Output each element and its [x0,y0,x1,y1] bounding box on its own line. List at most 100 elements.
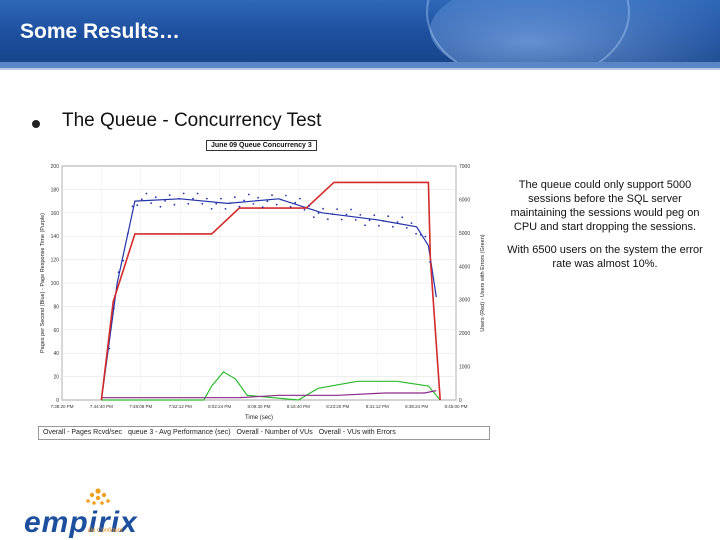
header-underbar-light [0,68,720,70]
pages-point [294,201,297,204]
slide-title: Some Results… [20,20,180,43]
x-tick: 7:38:20 PM [50,404,73,409]
pages-point [117,271,120,274]
pages-point [154,196,157,199]
y-right-tick: 3000 [459,298,470,304]
y-left-tick: 60 [53,328,59,334]
series-pages [100,198,437,401]
pages-point [233,196,236,199]
pages-point [415,232,417,235]
pages-point [387,215,390,218]
pages-point [178,197,180,200]
pages-point [257,196,259,199]
pages-point [410,222,413,224]
grid [61,165,457,401]
pages-point [136,204,139,207]
pages-point [382,220,385,222]
y-left-tick: 0 [56,398,59,404]
y-left-ticks: 0 20 40 60 80 100 120 140 160 180 200 [51,164,60,404]
pages-point [266,200,269,203]
y-left-label: Pages per Second (Blue) - Page Response … [40,213,46,353]
header-underbar [0,62,720,68]
pages-point [275,203,278,206]
y-right-tick: 1000 [459,365,470,371]
x-tick: 7:52:12 PM [169,404,192,409]
pages-point [424,235,427,238]
chart-legend: Overall - Pages Rcvd/sec queue 3 - Avg P… [38,426,490,440]
pages-point [182,192,185,195]
pages-point [299,197,301,200]
header-decoration-ring [426,0,630,62]
legend-users: Overall - Number of VUs [236,429,313,436]
y-right-tick: 4000 [459,264,470,270]
pages-point [168,194,171,196]
pages-point [238,205,241,208]
x-tick: 8:38:24 PM [405,404,428,409]
pages-point [210,208,213,210]
y-right-tick: 6000 [459,197,470,203]
pages-point [215,202,218,205]
note-sessions: The queue could only support 5000 sessio… [510,179,700,233]
pages-point [364,224,366,227]
y-left-tick: 120 [51,258,60,264]
x-tick: 7:48:08 PM [129,404,152,409]
chart-svg: 0 20 40 60 80 100 120 140 160 180 200 0 1000 2000 300… [40,164,486,421]
pages-point [303,209,306,211]
y-left-tick: 200 [51,164,60,170]
y-right-tick: 7000 [459,164,470,170]
pages-point [164,200,166,202]
y-left-tick: 80 [53,304,59,310]
series [100,181,441,401]
pages-point [108,347,111,350]
logo-tagline: Be Confident [88,528,123,534]
pages-point [261,206,264,209]
pages-point [289,205,292,208]
logo-dots-icon [86,488,110,505]
pages-point [243,199,246,202]
pages-point [405,227,408,229]
y-right-tick: 5000 [459,231,470,237]
y-left-tick: 180 [51,187,60,193]
bullet-icon [32,120,40,128]
x-axis-label: Time (sec) [245,415,273,421]
y-left-tick: 40 [53,351,59,357]
pages-point [336,208,338,210]
pages-point [350,208,352,211]
pages-point [131,205,134,208]
y-right-ticks: 0 1000 2000 3000 4000 5000 6000 7000 [459,164,470,404]
bullet-text: The Queue - Concurrency Test [62,110,322,131]
notes-panel: The queue could only support 5000 sessio… [505,178,705,280]
x-tick: 8:02:24 PM [208,404,231,409]
pages-point [392,225,394,228]
pages-point [145,192,148,195]
pages-point [187,202,190,205]
pages-point [220,197,222,200]
pages-point [401,216,404,219]
pages-point [201,202,204,205]
pages-point [326,218,329,220]
legend-pages: Overall - Pages Rcvd/sec [43,429,122,436]
pages-point [247,193,250,196]
pages-point [354,219,357,221]
x-tick: 8:45:00 PM [444,404,467,409]
x-tick: 8:23:20 PM [326,404,349,409]
empirix-logo: empirix Be Confident [24,488,164,539]
pages-point [127,232,129,235]
x-tick: 8:16:40 PM [287,404,310,409]
pages-point [252,203,255,205]
pages-point [192,197,194,200]
pages-point [150,202,152,204]
pages-point [224,208,227,210]
pages-point [396,221,399,223]
pages-point [331,213,334,215]
x-ticks: 7:38:20 PM 7:44:40 PM 7:48:08 PM 7:52:12 PM… [50,404,467,409]
slide-header: Some Results… [0,0,720,62]
pages-point [271,194,273,197]
x-tick: 8:31:12 PM [366,404,389,409]
y-left-tick: 100 [51,281,60,287]
series-users [100,181,441,401]
y-left-tick: 20 [53,375,59,381]
y-right-tick: 2000 [459,331,470,337]
series-errors [101,371,441,401]
y-left-tick: 140 [51,234,60,240]
